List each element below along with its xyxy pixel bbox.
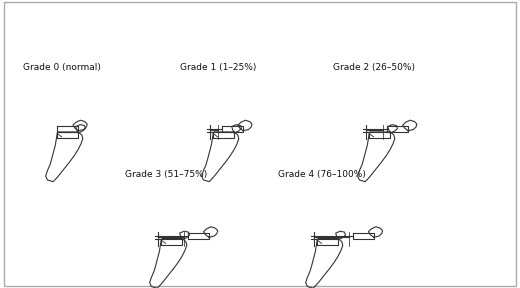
Text: Grade 1 (1–25%): Grade 1 (1–25%): [180, 63, 256, 72]
Text: Grade 0 (normal): Grade 0 (normal): [23, 63, 101, 72]
Text: Grade 2 (26–50%): Grade 2 (26–50%): [333, 63, 415, 72]
Text: Grade 4 (76–100%): Grade 4 (76–100%): [279, 170, 366, 179]
Text: Grade 3 (51–75%): Grade 3 (51–75%): [125, 170, 207, 179]
